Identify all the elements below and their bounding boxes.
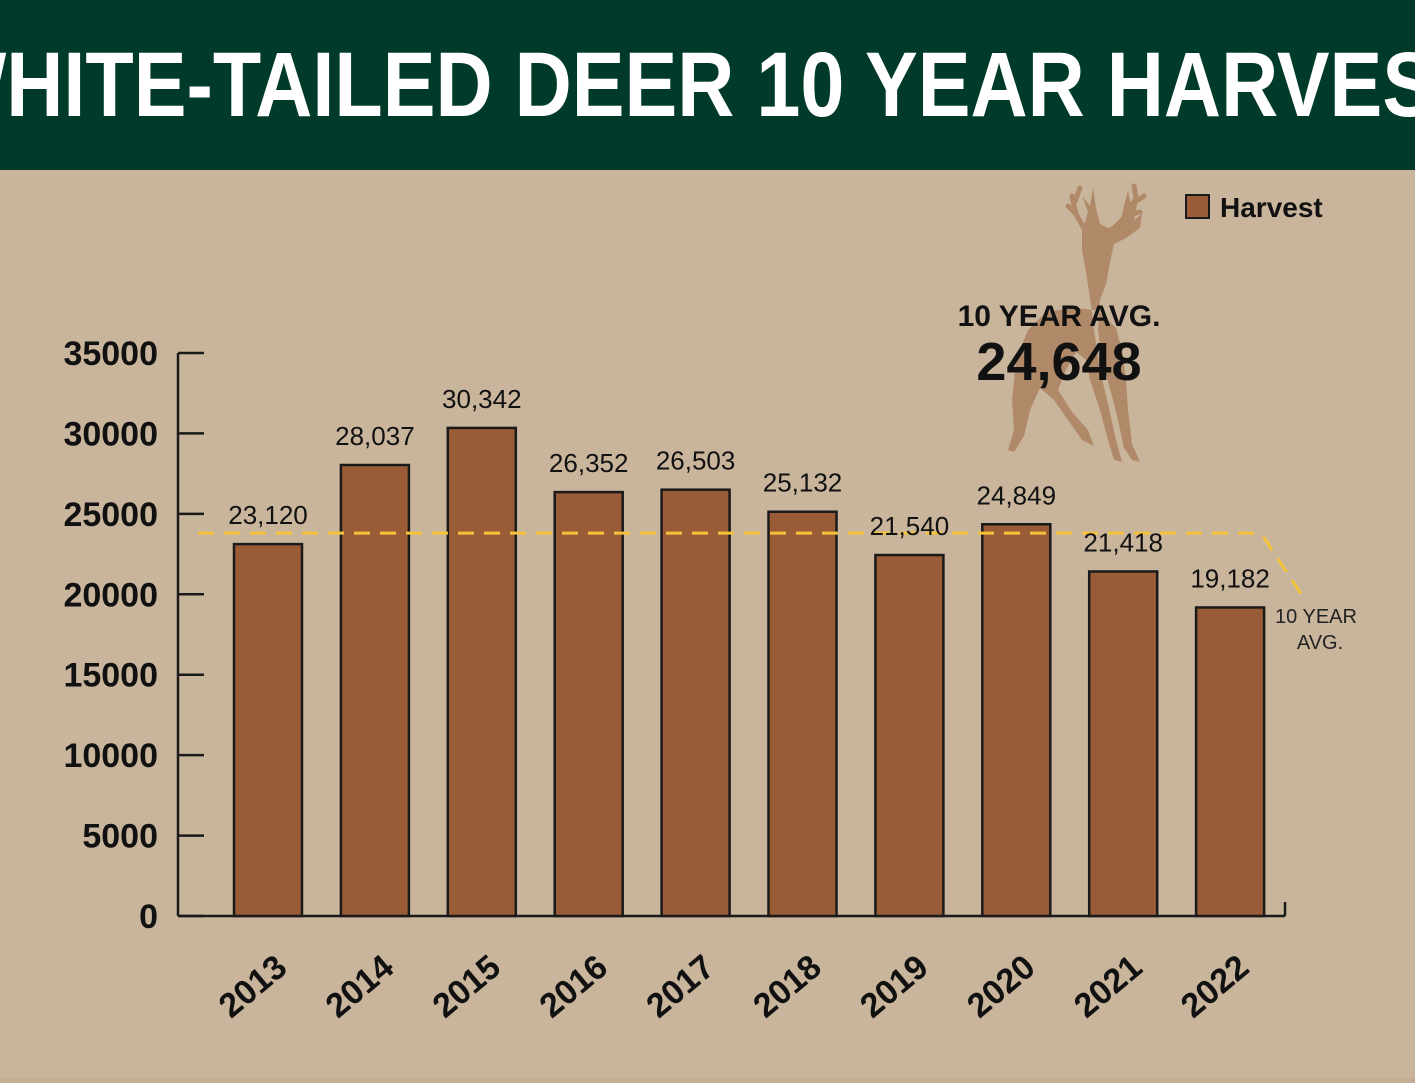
bar: [232, 542, 304, 918]
bar: [767, 510, 838, 918]
bottom-strip: [0, 1078, 1415, 1083]
bar: [1194, 606, 1266, 918]
average-callout-value: 24,648: [976, 332, 1141, 392]
legend-swatch: [1185, 194, 1210, 219]
deer-antlers: [1065, 183, 1147, 235]
y-tick-label: 15000: [63, 657, 158, 695]
data-label: 26,503: [656, 446, 736, 476]
bar: [660, 488, 731, 918]
average-callout-label: 10 YEAR AVG.: [958, 300, 1161, 333]
y-tick-label: 0: [139, 898, 158, 936]
deer-silhouette-icon: [1008, 183, 1147, 462]
deer-body: [1008, 188, 1142, 462]
x-tick-label: 2014: [319, 948, 401, 1026]
data-label: 28,037: [335, 421, 415, 451]
bar: [339, 463, 411, 918]
data-label: 30,342: [442, 384, 522, 414]
average-line-label-line1: 10 YEAR: [1275, 606, 1357, 628]
y-tick-label: 20000: [63, 576, 158, 614]
x-tick-label: 2015: [426, 948, 508, 1026]
data-label: 24,849: [977, 480, 1057, 510]
average-line-group: [198, 531, 1308, 602]
legend: Harvest: [1185, 192, 1323, 223]
y-tick-label: 30000: [63, 415, 158, 453]
data-label: 25,132: [763, 468, 843, 498]
average-line-label-line2: AVG.: [1297, 632, 1343, 654]
data-label: 21,540: [870, 511, 950, 541]
bar: [446, 426, 518, 918]
data-label: 23,120: [228, 500, 308, 530]
x-tick-label: 2019: [853, 948, 935, 1026]
data-label: 21,418: [1083, 527, 1163, 557]
x-tick-label: 2020: [960, 948, 1042, 1026]
y-tick-label: 5000: [82, 818, 158, 856]
x-tick-label: 2018: [746, 948, 828, 1026]
header-banner: [0, 0, 1415, 170]
bars: [232, 426, 1266, 918]
bar: [553, 490, 624, 918]
y-tick-label: 25000: [63, 496, 158, 534]
x-tick-label: 2021: [1067, 948, 1149, 1026]
bar: [981, 523, 1052, 918]
y-tick-label: 10000: [63, 737, 158, 775]
bar: [874, 553, 945, 918]
x-tick-label: 2016: [532, 948, 614, 1026]
axes: 0 5000 10000 15000 20000 25000 30000 35000: [63, 335, 1287, 936]
legend-label: Harvest: [1220, 192, 1323, 223]
bar: [1087, 570, 1159, 918]
data-label: 26,352: [549, 448, 629, 478]
chart-title: WHITE-TAILED DEER 10 YEAR HARVEST: [0, 33, 1415, 136]
data-label: 19,182: [1190, 563, 1270, 593]
average-line: [198, 531, 1308, 602]
x-tick-label: 2013: [212, 948, 294, 1026]
y-tick-label: 35000: [63, 335, 158, 373]
x-tick-label: 2022: [1174, 948, 1256, 1026]
x-tick-label: 2017: [639, 948, 721, 1026]
